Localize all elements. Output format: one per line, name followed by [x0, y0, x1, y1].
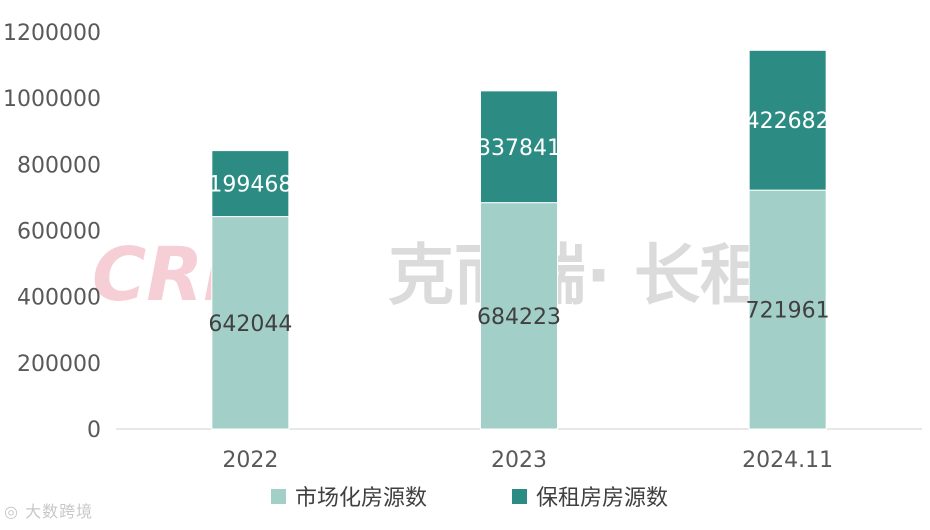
legend: 市场化房源数 保租房房源数 — [271, 486, 668, 511]
x-axis: 2022 2023 2024.11 — [222, 448, 833, 473]
y-tick-label: 0 — [87, 418, 101, 443]
x-tick-label: 2023 — [491, 448, 547, 473]
cric-watermark: CRIC 克而瑞· 长租 — [92, 232, 766, 318]
y-axis: 0 200000 400000 600000 800000 1000000 1200000 — [3, 21, 101, 443]
watermark-text: 克而瑞· 长租 — [388, 237, 766, 314]
data-label: 199468 — [208, 173, 292, 198]
y-tick-label: 800000 — [17, 153, 101, 178]
data-label: 721961 — [746, 299, 830, 324]
x-tick-label: 2024.11 — [742, 448, 833, 473]
legend-label: 市场化房源数 — [295, 486, 427, 511]
bar-segment — [748, 189, 827, 430]
legend-swatch — [512, 489, 527, 504]
eye-icon: ◎ — [4, 502, 19, 521]
legend-label: 保租房房源数 — [536, 486, 668, 511]
bars: 642044 199468 684223 337841 721961 422682 — [208, 49, 830, 430]
data-label: 422682 — [746, 109, 830, 134]
corner-watermark: ◎ 大数跨境 — [4, 498, 93, 522]
bar-segment — [211, 150, 290, 218]
y-tick-label: 1000000 — [3, 87, 101, 112]
legend-swatch — [271, 489, 286, 504]
y-tick-label: 600000 — [17, 220, 101, 245]
data-label: 337841 — [477, 136, 561, 161]
y-tick-label: 200000 — [17, 352, 101, 377]
corner-watermark-text: 大数跨境 — [25, 502, 94, 521]
bar-segment — [748, 49, 827, 191]
data-label: 684223 — [477, 305, 561, 330]
bar-segment — [480, 202, 558, 430]
y-tick-label: 1200000 — [3, 21, 101, 46]
bar-segment — [211, 216, 290, 430]
y-tick-label: 400000 — [17, 286, 101, 311]
data-label: 642044 — [208, 312, 292, 337]
bar-segment — [480, 90, 558, 204]
x-tick-label: 2022 — [222, 448, 278, 473]
